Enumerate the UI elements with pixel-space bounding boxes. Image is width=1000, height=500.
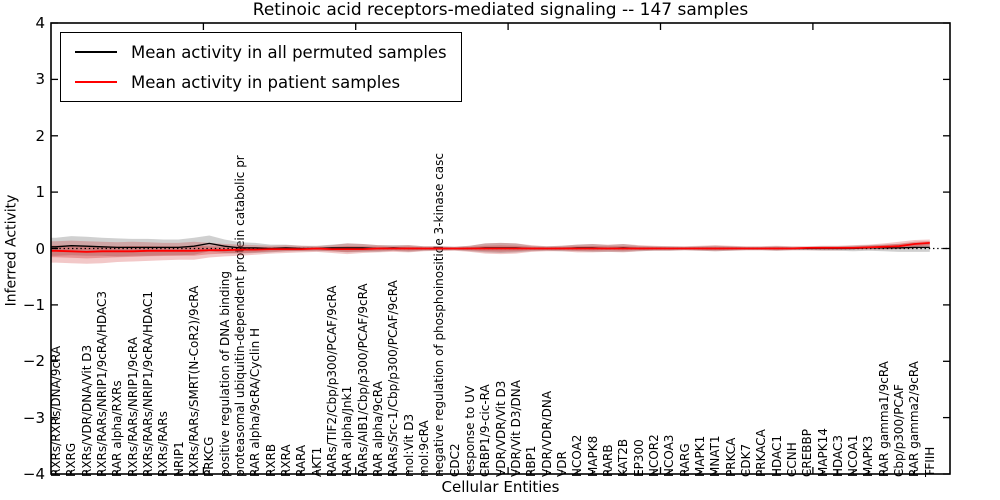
y-tick-label: 0 — [35, 239, 45, 258]
y-tick-label: 3 — [35, 70, 45, 89]
axis-ticks — [51, 22, 950, 475]
legend-line-permuted-icon — [75, 51, 117, 53]
band-permuted-range — [51, 235, 930, 257]
y-tick-label: 4 — [35, 14, 45, 32]
legend-label-patient: Mean activity in patient samples — [131, 72, 401, 92]
legend-row-patient: Mean activity in patient samples — [61, 67, 447, 97]
line-patient-mean — [51, 242, 930, 253]
legend-line-patient-icon — [75, 81, 117, 83]
band-patient-range-inner — [51, 241, 930, 259]
chart-title: Retinoic acid receptors-mediated signali… — [252, 0, 749, 20]
y-tick-label: −2 — [22, 352, 45, 371]
y-tick-label: −4 — [22, 465, 45, 483]
y-tick-label: 2 — [35, 126, 45, 145]
band-patient-range-outer — [51, 239, 930, 264]
y-tick-label: −3 — [22, 408, 45, 427]
legend: Mean activity in all permuted samples Me… — [60, 32, 462, 102]
x-axis-label: Cellular Entities — [441, 478, 560, 496]
legend-row-permuted: Mean activity in all permuted samples — [61, 37, 447, 67]
y-tick-label: 1 — [35, 183, 45, 202]
legend-label-permuted: Mean activity in all permuted samples — [131, 42, 447, 62]
y-tick-label: −1 — [22, 295, 45, 314]
